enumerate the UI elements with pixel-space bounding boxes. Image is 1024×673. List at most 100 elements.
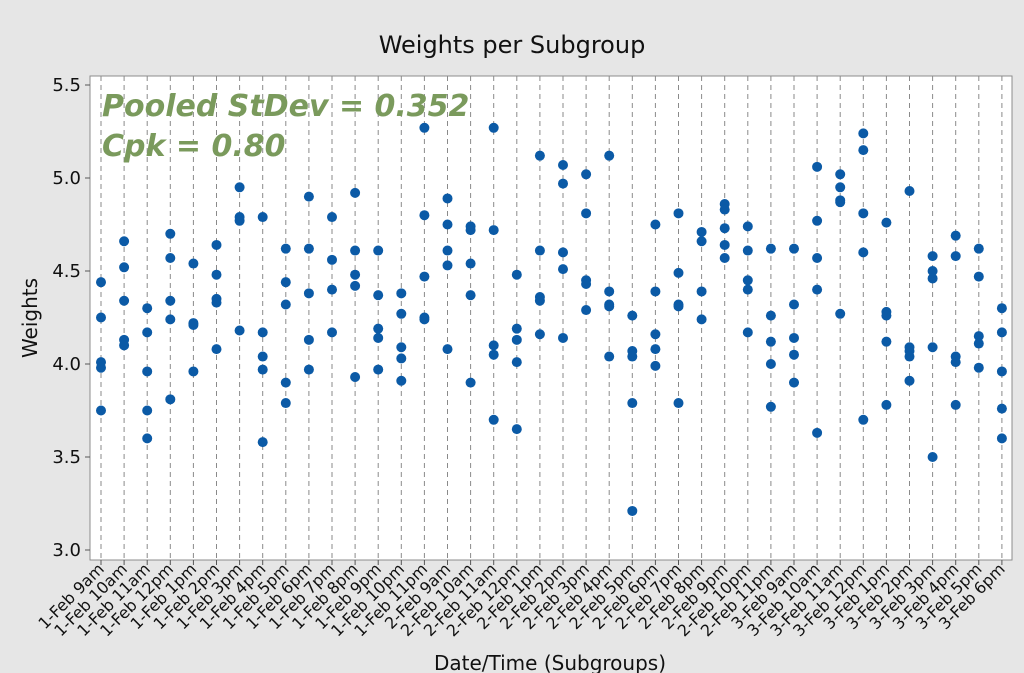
x-axis-label: Date/Time (Subgroups) [434, 651, 666, 673]
data-point [742, 284, 753, 295]
data-point [303, 364, 314, 375]
data-point [719, 204, 730, 215]
data-point [950, 399, 961, 410]
data-point [673, 208, 684, 219]
data-point [812, 215, 823, 226]
data-point [558, 178, 568, 189]
data-point [558, 332, 568, 343]
y-tick-label: 3.5 [52, 447, 81, 468]
data-point [835, 169, 846, 180]
data-point [534, 245, 545, 256]
data-point [327, 327, 337, 338]
data-point [488, 225, 499, 236]
data-point [257, 212, 268, 223]
data-point [904, 186, 915, 197]
data-point [765, 359, 776, 369]
data-point [465, 377, 476, 388]
data-point [234, 215, 245, 226]
data-point [327, 254, 337, 265]
data-point [765, 336, 776, 347]
data-point [627, 505, 638, 516]
y-axis: 3.0 3.5 4.0 4.5 5.0 5.5 [52, 75, 90, 561]
data-point [303, 288, 314, 299]
data-point [511, 323, 522, 334]
data-point [673, 398, 684, 409]
data-point [719, 239, 730, 250]
data-point [419, 122, 430, 133]
y-tick-label: 5.0 [52, 168, 81, 189]
data-point [373, 364, 384, 375]
data-point [442, 260, 453, 271]
data-point [280, 277, 291, 288]
data-point [350, 280, 361, 291]
data-point [465, 290, 476, 301]
pooled-stdev-annotation: Pooled StDev = 0.352 [102, 89, 469, 124]
data-point [396, 375, 407, 386]
data-point [765, 310, 776, 321]
data-point [280, 377, 291, 388]
data-point [419, 271, 430, 282]
data-point [211, 269, 222, 280]
data-point [673, 267, 684, 278]
data-point [581, 279, 592, 290]
data-point [303, 191, 314, 202]
data-point [280, 398, 291, 409]
data-point [858, 208, 869, 219]
data-points [96, 122, 1007, 516]
data-point [188, 319, 199, 330]
data-point [465, 258, 476, 269]
data-point [396, 342, 407, 353]
data-point [280, 243, 291, 254]
data-point [488, 122, 499, 133]
data-point [581, 305, 592, 316]
data-point [350, 269, 361, 280]
data-point [650, 344, 661, 355]
data-point [627, 398, 638, 409]
data-point [534, 329, 545, 340]
data-point [996, 303, 1007, 314]
data-point [696, 226, 707, 237]
data-point [419, 314, 430, 325]
data-point [696, 314, 707, 325]
data-point [858, 128, 869, 139]
data-point [650, 329, 661, 340]
data-point [257, 437, 268, 448]
data-point [789, 349, 799, 360]
data-point [996, 403, 1007, 414]
data-point [904, 351, 915, 362]
data-point [396, 288, 407, 299]
data-point [858, 414, 869, 425]
data-point [604, 301, 615, 312]
data-point [96, 277, 106, 288]
y-tick-label: 5.5 [52, 75, 81, 96]
data-point [927, 452, 938, 462]
data-point [350, 245, 361, 256]
data-point [581, 169, 592, 180]
data-point [742, 275, 753, 286]
data-point [211, 344, 222, 355]
cpk-annotation: Cpk = 0.80 [102, 129, 286, 164]
data-point [327, 212, 337, 223]
data-point [188, 258, 199, 269]
data-point [165, 252, 176, 263]
data-point [742, 327, 753, 338]
data-point [996, 433, 1007, 444]
data-point [165, 295, 176, 306]
data-point [950, 357, 961, 368]
data-point [350, 372, 361, 383]
data-point [511, 269, 522, 280]
data-point [303, 334, 314, 345]
data-point [96, 362, 106, 373]
data-point [650, 219, 661, 230]
data-point [373, 245, 384, 256]
data-point [303, 243, 314, 254]
data-point [950, 230, 961, 241]
data-point [696, 286, 707, 297]
data-point [257, 364, 268, 375]
data-point [812, 427, 823, 438]
data-point [835, 182, 846, 193]
data-point [812, 161, 823, 172]
data-point [558, 159, 568, 170]
data-point [511, 357, 522, 368]
